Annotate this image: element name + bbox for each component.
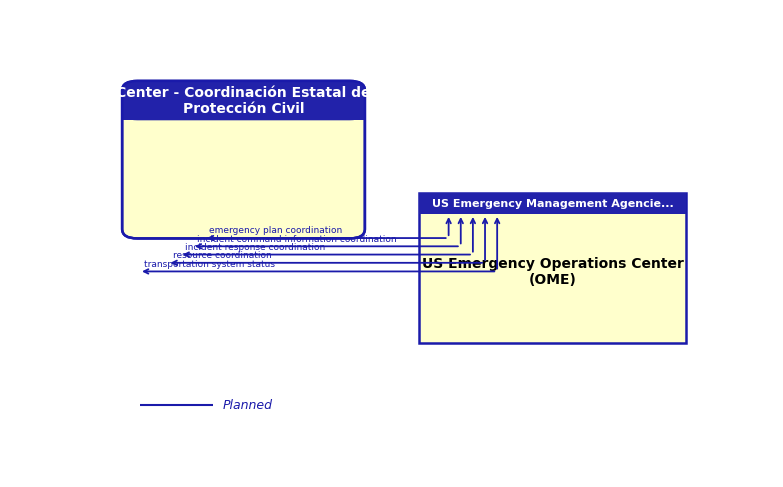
- Text: incident response coordination: incident response coordination: [185, 243, 325, 252]
- FancyBboxPatch shape: [122, 81, 365, 120]
- Text: Planned: Planned: [222, 399, 272, 412]
- Bar: [122, 101, 365, 120]
- Bar: [420, 193, 687, 214]
- Text: resource coordination: resource coordination: [172, 251, 271, 260]
- FancyBboxPatch shape: [122, 81, 365, 239]
- Text: US Emergency Management Agencie...: US Emergency Management Agencie...: [432, 199, 674, 209]
- Bar: [420, 193, 687, 343]
- Text: Center - Coordinación Estatal de
Protección Civil: Center - Coordinación Estatal de Protecc…: [116, 86, 371, 116]
- Text: transportation system status: transportation system status: [144, 260, 275, 269]
- Text: emergency plan coordination: emergency plan coordination: [209, 226, 342, 235]
- Text: incident command information coordination: incident command information coordinatio…: [197, 235, 396, 244]
- Text: US Emergency Operations Center
(OME): US Emergency Operations Center (OME): [422, 257, 684, 287]
